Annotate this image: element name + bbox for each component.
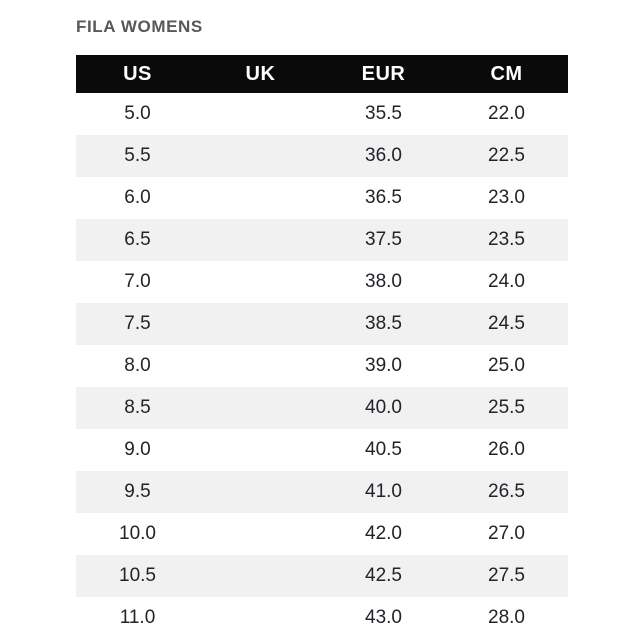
cell-uk [199,219,322,261]
cell-uk [199,597,322,639]
cell-us: 7.5 [76,303,199,345]
table-row: 9.0 40.5 26.0 [76,429,568,471]
cell-uk [199,135,322,177]
table-row: 10.0 42.0 27.0 [76,513,568,555]
header-row: US UK EUR CM [76,55,568,93]
table-row: 6.5 37.5 23.5 [76,219,568,261]
table-row: 10.5 42.5 27.5 [76,555,568,597]
cell-cm: 27.0 [445,513,568,555]
cell-cm: 23.0 [445,177,568,219]
cell-eur: 40.5 [322,429,445,471]
cell-cm: 24.5 [445,303,568,345]
cell-us: 7.0 [76,261,199,303]
table-row: 8.0 39.0 25.0 [76,345,568,387]
cell-us: 10.5 [76,555,199,597]
table-row: 8.5 40.0 25.5 [76,387,568,429]
cell-cm: 26.5 [445,471,568,513]
column-header-cm: CM [445,55,568,93]
size-table-header: US UK EUR CM [76,55,568,93]
cell-eur: 39.0 [322,345,445,387]
cell-eur: 38.0 [322,261,445,303]
cell-us: 5.0 [76,93,199,135]
cell-uk [199,471,322,513]
page-title: FILA WOMENS [76,17,203,36]
cell-uk [199,177,322,219]
table-row: 6.0 36.5 23.0 [76,177,568,219]
cell-cm: 22.5 [445,135,568,177]
cell-us: 8.5 [76,387,199,429]
cell-eur: 42.0 [322,513,445,555]
table-row: 11.0 43.0 28.0 [76,597,568,639]
cell-cm: 26.0 [445,429,568,471]
cell-cm: 27.5 [445,555,568,597]
column-header-uk: UK [199,55,322,93]
cell-uk [199,429,322,471]
cell-us: 5.5 [76,135,199,177]
size-conversion-table: US UK EUR CM 5.0 35.5 22.0 5.5 36.0 22.5 6.0 36… [76,55,568,639]
cell-eur: 38.5 [322,303,445,345]
cell-cm: 23.5 [445,219,568,261]
column-header-us: US [76,55,199,93]
cell-uk [199,513,322,555]
cell-eur: 35.5 [322,93,445,135]
cell-eur: 42.5 [322,555,445,597]
cell-us: 9.0 [76,429,199,471]
size-table-body: 5.0 35.5 22.0 5.5 36.0 22.5 6.0 36.5 23.0 6.5 37.5… [76,93,568,639]
cell-uk [199,555,322,597]
cell-us: 10.0 [76,513,199,555]
table-row: 5.5 36.0 22.5 [76,135,568,177]
cell-eur: 40.0 [322,387,445,429]
cell-uk [199,303,322,345]
cell-cm: 24.0 [445,261,568,303]
cell-eur: 41.0 [322,471,445,513]
cell-cm: 25.0 [445,345,568,387]
cell-us: 9.5 [76,471,199,513]
cell-us: 6.5 [76,219,199,261]
cell-uk [199,261,322,303]
table-row: 5.0 35.5 22.0 [76,93,568,135]
cell-cm: 28.0 [445,597,568,639]
cell-eur: 36.5 [322,177,445,219]
cell-eur: 36.0 [322,135,445,177]
cell-us: 11.0 [76,597,199,639]
table-row: 7.0 38.0 24.0 [76,261,568,303]
column-header-eur: EUR [322,55,445,93]
cell-uk [199,93,322,135]
cell-cm: 25.5 [445,387,568,429]
table-row: 7.5 38.5 24.5 [76,303,568,345]
table-row: 9.5 41.0 26.5 [76,471,568,513]
cell-eur: 43.0 [322,597,445,639]
cell-us: 6.0 [76,177,199,219]
cell-eur: 37.5 [322,219,445,261]
cell-cm: 22.0 [445,93,568,135]
cell-uk [199,387,322,429]
cell-uk [199,345,322,387]
cell-us: 8.0 [76,345,199,387]
